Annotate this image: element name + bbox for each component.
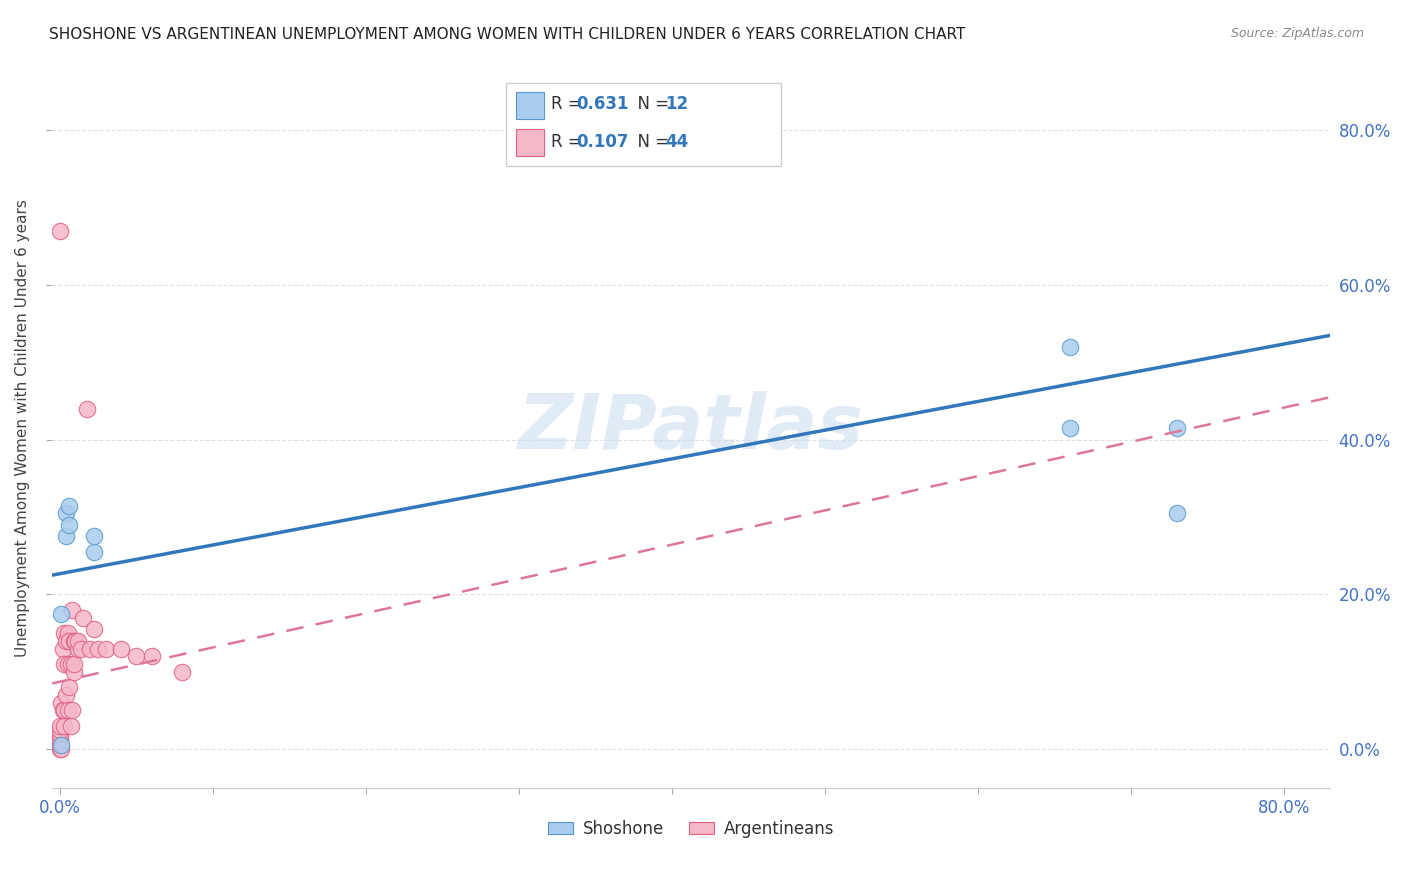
Text: 12: 12 xyxy=(665,95,689,113)
Text: N =: N = xyxy=(627,95,675,113)
Point xyxy=(60,704,83,718)
Point xyxy=(55,633,77,648)
Point xyxy=(62,633,84,648)
Point xyxy=(76,401,98,416)
Text: ZIPatlas: ZIPatlas xyxy=(519,392,865,466)
Point xyxy=(49,723,72,737)
Point xyxy=(51,607,73,621)
Point xyxy=(53,657,76,671)
Y-axis label: Unemployment Among Women with Children Under 6 years: Unemployment Among Women with Children U… xyxy=(15,199,30,657)
Point xyxy=(62,665,84,679)
Point xyxy=(1059,421,1081,435)
Point xyxy=(70,641,93,656)
Legend: Shoshone, Argentineans: Shoshone, Argentineans xyxy=(541,813,841,844)
Point xyxy=(49,739,72,753)
Point xyxy=(51,739,73,753)
Text: N =: N = xyxy=(627,133,675,151)
Point xyxy=(55,506,77,520)
Point xyxy=(110,641,132,656)
Text: R =: R = xyxy=(551,133,586,151)
Point xyxy=(87,641,110,656)
FancyBboxPatch shape xyxy=(516,92,544,119)
Point xyxy=(125,649,148,664)
Point xyxy=(56,704,79,718)
Point xyxy=(53,704,76,718)
Point xyxy=(49,224,72,238)
Point xyxy=(55,688,77,702)
Point xyxy=(53,719,76,733)
Point xyxy=(58,517,80,532)
Point xyxy=(1059,340,1081,354)
Point xyxy=(49,727,72,741)
Point xyxy=(63,633,86,648)
Point xyxy=(141,649,163,664)
Point xyxy=(62,657,84,671)
Text: 0.107: 0.107 xyxy=(576,133,628,151)
Point xyxy=(59,719,82,733)
Point xyxy=(56,626,79,640)
Point xyxy=(49,719,72,733)
Point xyxy=(58,499,80,513)
Point xyxy=(52,704,75,718)
Point xyxy=(83,622,105,636)
Point xyxy=(83,529,105,543)
Point xyxy=(49,742,72,756)
Point xyxy=(56,657,79,671)
Point xyxy=(67,633,90,648)
FancyBboxPatch shape xyxy=(506,83,780,166)
Point xyxy=(55,529,77,543)
Point xyxy=(83,545,105,559)
Point xyxy=(60,603,83,617)
Point xyxy=(59,657,82,671)
Point xyxy=(172,665,194,679)
Point xyxy=(51,742,73,756)
Point xyxy=(52,641,75,656)
Point xyxy=(49,734,72,748)
Text: 0.631: 0.631 xyxy=(576,95,628,113)
Text: Source: ZipAtlas.com: Source: ZipAtlas.com xyxy=(1230,27,1364,40)
Point xyxy=(79,641,101,656)
Point xyxy=(58,681,80,695)
FancyBboxPatch shape xyxy=(516,129,544,156)
Point xyxy=(58,633,80,648)
Point xyxy=(53,626,76,640)
Point xyxy=(1166,421,1188,435)
Point xyxy=(51,696,73,710)
Point xyxy=(67,641,90,656)
Point xyxy=(72,610,94,624)
Point xyxy=(49,731,72,745)
Text: R =: R = xyxy=(551,95,586,113)
Text: 44: 44 xyxy=(665,133,689,151)
Point xyxy=(1166,506,1188,520)
Text: SHOSHONE VS ARGENTINEAN UNEMPLOYMENT AMONG WOMEN WITH CHILDREN UNDER 6 YEARS COR: SHOSHONE VS ARGENTINEAN UNEMPLOYMENT AMO… xyxy=(49,27,966,42)
Point xyxy=(94,641,117,656)
